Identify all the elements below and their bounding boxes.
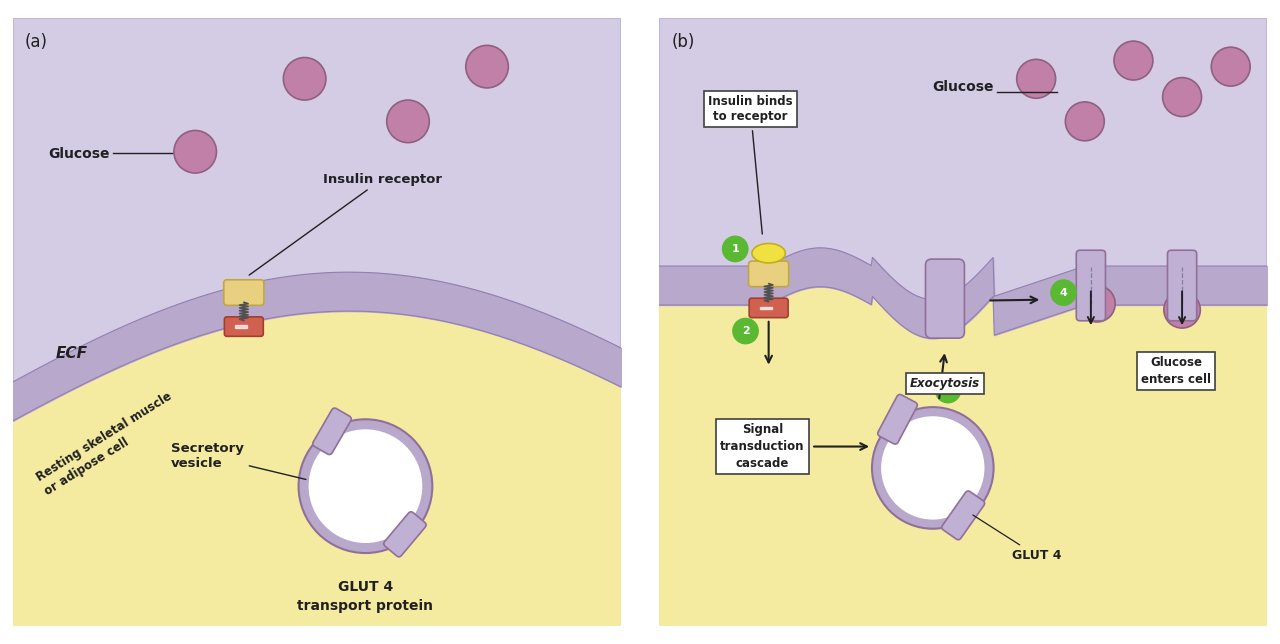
- FancyBboxPatch shape: [1076, 251, 1106, 321]
- FancyBboxPatch shape: [878, 394, 918, 444]
- Text: (a): (a): [26, 33, 47, 52]
- Circle shape: [934, 377, 961, 404]
- Text: Insulin binds
to receptor: Insulin binds to receptor: [708, 95, 792, 234]
- Circle shape: [1050, 279, 1076, 306]
- Circle shape: [283, 57, 326, 100]
- Circle shape: [174, 131, 216, 173]
- Circle shape: [722, 236, 749, 262]
- Polygon shape: [234, 325, 247, 328]
- Text: Glucose: Glucose: [932, 80, 993, 94]
- Text: GLUT 4
transport protein: GLUT 4 transport protein: [297, 580, 434, 613]
- Text: Insulin receptor: Insulin receptor: [250, 173, 442, 275]
- Text: Secretory
vesicle: Secretory vesicle: [172, 442, 306, 479]
- Circle shape: [317, 438, 413, 535]
- Circle shape: [298, 419, 433, 553]
- Text: 3: 3: [945, 385, 952, 395]
- Text: Glucose
enters cell: Glucose enters cell: [1140, 355, 1211, 386]
- Text: Exocytosis: Exocytosis: [910, 377, 980, 390]
- FancyBboxPatch shape: [1167, 251, 1197, 321]
- Text: (b): (b): [672, 33, 695, 52]
- FancyBboxPatch shape: [224, 279, 264, 305]
- Circle shape: [466, 45, 508, 88]
- Text: Resting skeletal muscle
or adipose cell: Resting skeletal muscle or adipose cell: [35, 390, 183, 498]
- FancyBboxPatch shape: [659, 18, 1267, 626]
- FancyBboxPatch shape: [925, 259, 964, 338]
- FancyBboxPatch shape: [384, 512, 426, 557]
- Circle shape: [872, 407, 993, 529]
- Circle shape: [308, 430, 422, 543]
- Circle shape: [1164, 292, 1201, 328]
- FancyBboxPatch shape: [749, 261, 788, 287]
- Text: GLUT 4: GLUT 4: [973, 515, 1061, 562]
- Circle shape: [890, 424, 977, 512]
- Circle shape: [1162, 77, 1202, 117]
- Polygon shape: [659, 273, 1267, 626]
- Text: 1: 1: [731, 244, 739, 254]
- Text: ECF: ECF: [55, 346, 87, 361]
- Circle shape: [387, 100, 429, 142]
- FancyBboxPatch shape: [312, 408, 351, 455]
- FancyBboxPatch shape: [749, 298, 788, 317]
- Circle shape: [1211, 47, 1251, 86]
- Circle shape: [1016, 59, 1056, 99]
- FancyBboxPatch shape: [224, 317, 264, 336]
- Polygon shape: [759, 307, 772, 309]
- Circle shape: [1065, 102, 1105, 141]
- Text: Signal
transduction
cascade: Signal transduction cascade: [721, 423, 805, 470]
- Polygon shape: [13, 298, 621, 626]
- Text: 4: 4: [1060, 288, 1068, 298]
- Circle shape: [1114, 41, 1153, 80]
- Circle shape: [881, 416, 984, 520]
- Text: Glucose: Glucose: [49, 147, 110, 161]
- Circle shape: [1079, 285, 1115, 322]
- FancyBboxPatch shape: [942, 491, 984, 540]
- FancyBboxPatch shape: [13, 18, 621, 626]
- Text: 2: 2: [741, 326, 749, 336]
- Ellipse shape: [751, 243, 786, 263]
- Circle shape: [732, 317, 759, 345]
